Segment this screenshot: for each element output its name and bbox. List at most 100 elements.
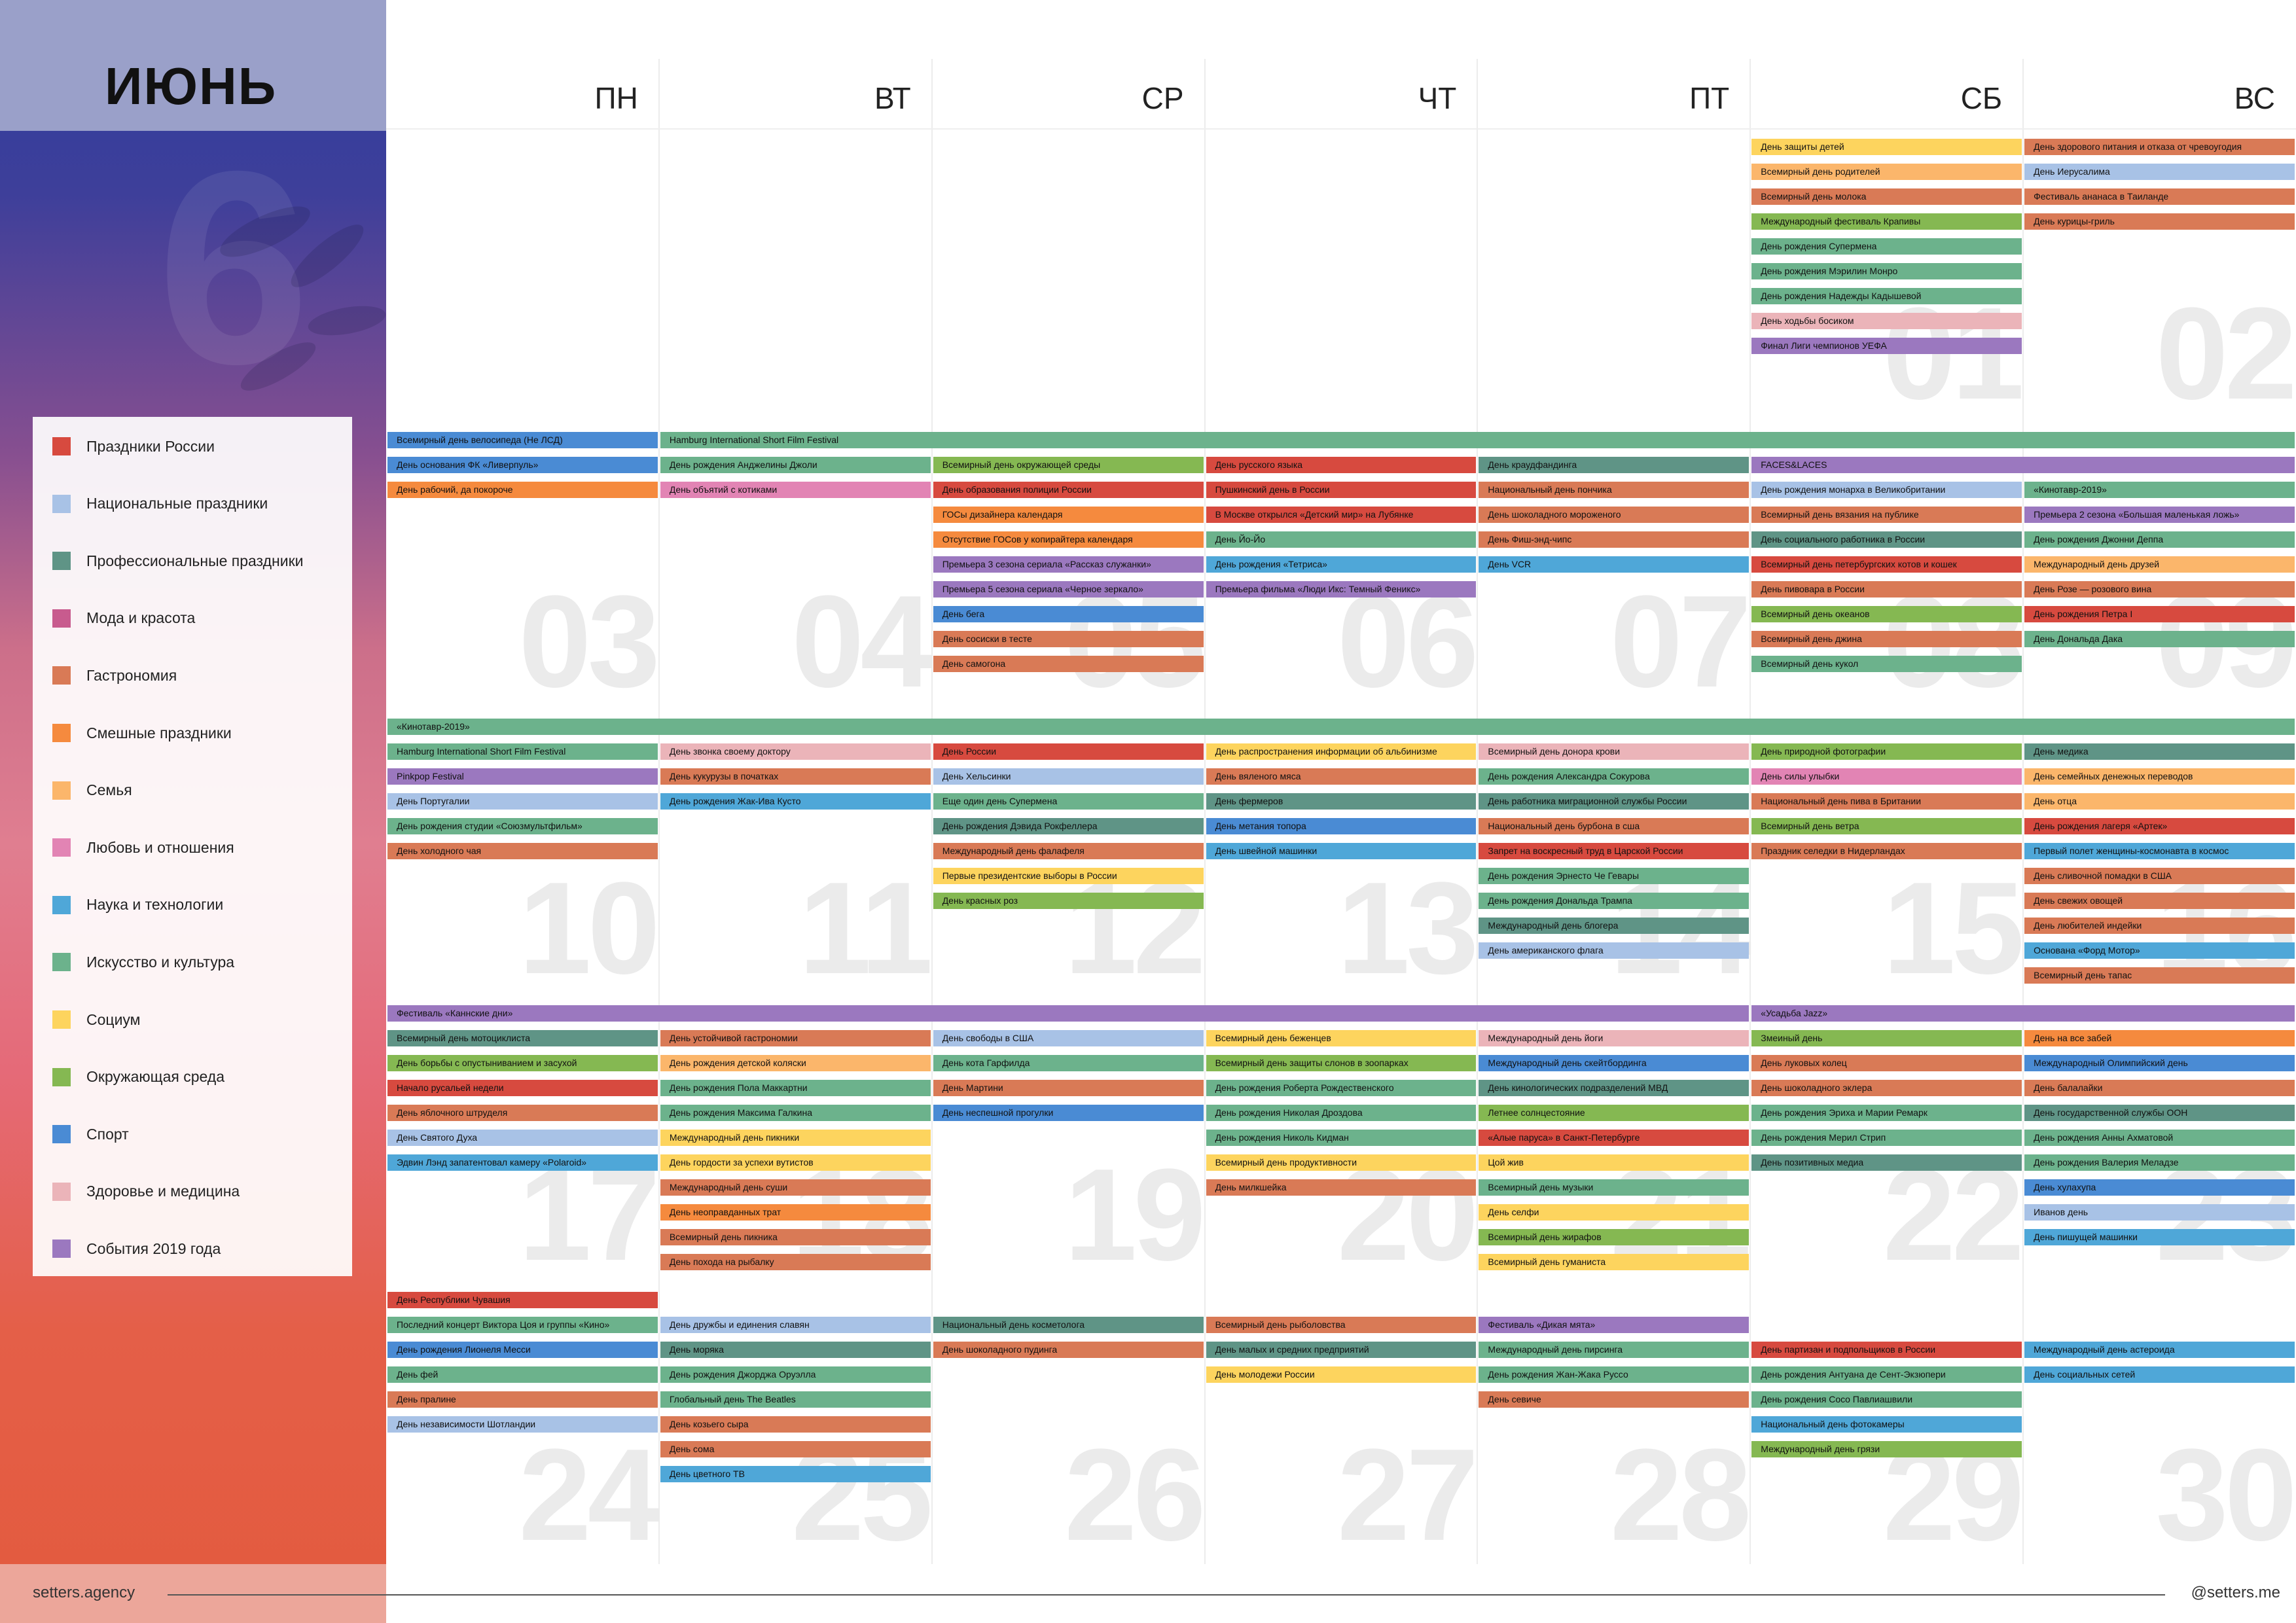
event-item[interactable]: Финал Лиги чемпионов УЕФА [1751, 338, 2022, 354]
span-event[interactable]: «Усадьба Jazz» [1751, 1005, 2295, 1022]
event-item[interactable]: День распространения информации об альби… [1206, 743, 1477, 760]
event-item[interactable]: День социального работника в России [1751, 531, 2022, 548]
event-item[interactable]: День государственной службы ООН [2024, 1105, 2295, 1121]
event-item[interactable]: День VCR [1479, 556, 1749, 573]
event-item[interactable]: Всемирный день защиты слонов в зоопарках [1206, 1055, 1477, 1071]
event-item[interactable]: День рождения Дэвида Рокфеллера [933, 818, 1204, 834]
event-item[interactable]: FACES&LACES [1751, 457, 2022, 473]
event-item[interactable]: День Фиш-энд-чипс [1479, 531, 1749, 548]
event-item[interactable]: День позитивных медиа [1751, 1154, 2022, 1171]
event-item[interactable]: День рождения Надежды Кадышевой [1751, 288, 2022, 304]
event-item[interactable]: День красных роз [933, 893, 1204, 909]
event-item[interactable]: День американского флага [1479, 942, 1749, 959]
event-item[interactable]: День гордости за успехи вутистов [660, 1154, 931, 1171]
event-item[interactable]: День любителей индейки [2024, 918, 2295, 934]
event-item[interactable]: День рабочий, да покороче [387, 482, 658, 498]
event-item[interactable]: День основания ФК «Ливерпуль» [387, 457, 658, 473]
event-item[interactable]: День дружбы и единения славян [660, 1317, 931, 1333]
event-item[interactable]: Всемирный день джина [1751, 631, 2022, 647]
event-item[interactable]: День свободы в США [933, 1030, 1204, 1046]
event-item[interactable]: День моряка [660, 1342, 931, 1358]
event-item[interactable]: Международный день суши [660, 1179, 931, 1196]
event-item[interactable]: Международный день пикники [660, 1130, 931, 1146]
event-item[interactable]: День кукурузы в початках [660, 768, 931, 785]
event-item[interactable]: Пушкинский день в России [1206, 482, 1477, 498]
span-event[interactable]: Всемирный день велосипеда (Не ЛСД) [387, 432, 658, 448]
event-item[interactable]: День медика [2024, 743, 2295, 760]
event-item[interactable]: День рождения Максима Галкина [660, 1105, 931, 1121]
event-item[interactable]: День рождения Петра I [2024, 606, 2295, 622]
footer-site-link[interactable]: setters.agency [33, 1584, 135, 1601]
event-item[interactable]: Международный день йоги [1479, 1030, 1749, 1046]
event-item[interactable]: День рождения Мерил Стрип [1751, 1130, 2022, 1146]
event-item[interactable]: День звонка своему доктору [660, 743, 931, 760]
event-item[interactable]: День малых и средних предприятий [1206, 1342, 1477, 1358]
event-item[interactable]: День рождения Жан-Жака Руссо [1479, 1366, 1749, 1383]
event-item[interactable]: День рождения Валерия Меладзе [2024, 1154, 2295, 1171]
event-item[interactable]: Всемирный день молока [1751, 188, 2022, 205]
event-item[interactable]: День неоправданных трат [660, 1204, 931, 1221]
event-item[interactable]: Всемирный день музыки [1479, 1179, 1749, 1196]
event-item[interactable]: Всемирный день океанов [1751, 606, 2022, 622]
event-item[interactable]: День рождения Эрнесто Че Гевары [1479, 868, 1749, 884]
event-item[interactable]: День рождения Мэрилин Монро [1751, 263, 2022, 279]
event-item[interactable]: День природной фотографии [1751, 743, 2022, 760]
event-item[interactable]: День козьего сыра [660, 1416, 931, 1433]
event-item[interactable]: День рождения Анджелины Джоли [660, 457, 931, 473]
event-item[interactable]: Национальный день пива в Британии [1751, 793, 2022, 810]
event-item[interactable]: Всемирный день беженцев [1206, 1030, 1477, 1046]
event-item[interactable]: День балалайки [2024, 1080, 2295, 1096]
event-item[interactable]: «Алые паруса» в Санкт-Петербурге [1479, 1130, 1749, 1146]
event-item[interactable]: День рождения Эриха и Марии Ремарк [1751, 1105, 2022, 1121]
event-item[interactable]: День рождения Анны Ахматовой [2024, 1130, 2295, 1146]
event-item[interactable]: День севиче [1479, 1391, 1749, 1408]
event-item[interactable]: День борьбы с опустыниванием и засухой [387, 1055, 658, 1071]
event-item[interactable]: Всемирный день пикника [660, 1229, 931, 1245]
event-item[interactable]: День семейных денежных переводов [2024, 768, 2295, 785]
event-item[interactable]: День сосиски в тесте [933, 631, 1204, 647]
event-item[interactable]: День рождения «Тетриса» [1206, 556, 1477, 573]
event-item[interactable]: День Мартини [933, 1080, 1204, 1096]
event-item[interactable]: День русского языка [1206, 457, 1477, 473]
event-item[interactable]: Фестиваль ананаса в Таиланде [2024, 188, 2295, 205]
event-item[interactable]: День луковых колец [1751, 1055, 2022, 1071]
event-item[interactable]: День образования полиции России [933, 482, 1204, 498]
event-item[interactable]: День на все забей [2024, 1030, 2295, 1046]
event-item[interactable]: День неспешной прогулки [933, 1105, 1204, 1121]
event-item[interactable]: День фермеров [1206, 793, 1477, 810]
event-item[interactable]: День пралине [387, 1391, 658, 1408]
event-item[interactable]: День Йо-Йо [1206, 531, 1477, 548]
event-item[interactable]: День защиты детей [1751, 139, 2022, 155]
event-item[interactable]: Международный день фалафеля [933, 843, 1204, 859]
event-item[interactable]: День рождения монарха в Великобритании [1751, 482, 2022, 498]
event-item[interactable]: Международный день пирсинга [1479, 1342, 1749, 1358]
event-item[interactable]: Начало русальей недели [387, 1080, 658, 1096]
event-item[interactable]: Первые президентские выборы в России [933, 868, 1204, 884]
event-item[interactable]: Еще один день Супермена [933, 793, 1204, 810]
event-item[interactable]: День цветного ТВ [660, 1466, 931, 1482]
event-item[interactable]: День рождения Николая Дроздова [1206, 1105, 1477, 1121]
event-item[interactable]: Всемирный день донора крови [1479, 743, 1749, 760]
event-item[interactable]: День партизан и подпольщиков в России [1751, 1342, 2022, 1358]
event-item[interactable]: День Святого Духа [387, 1130, 658, 1146]
event-item[interactable]: День шоколадного мороженого [1479, 507, 1749, 523]
event-item[interactable]: День холодного чая [387, 843, 658, 859]
event-item[interactable]: День рождения Дональда Трампа [1479, 893, 1749, 909]
event-item[interactable]: День бега [933, 606, 1204, 622]
span-event[interactable]: День Республики Чувашия [387, 1292, 658, 1308]
event-item[interactable]: Премьера 3 сезона сериала «Рассказ служа… [933, 556, 1204, 573]
event-item[interactable]: День рождения Супермена [1751, 238, 2022, 255]
event-item[interactable]: В Москве открылся «Детский мир» на Лубян… [1206, 507, 1477, 523]
event-item[interactable]: Фестиваль «Дикая мята» [1479, 1317, 1749, 1333]
event-item[interactable]: Pinkpop Festival [387, 768, 658, 785]
event-item[interactable]: День рождения детской коляски [660, 1055, 931, 1071]
event-item[interactable]: Национальный день пончика [1479, 482, 1749, 498]
event-item[interactable]: День рождения Жак-Ива Кусто [660, 793, 931, 810]
event-item[interactable]: День рождения лагеря «Артек» [2024, 818, 2295, 834]
span-event[interactable]: «Кинотавр-2019» [387, 719, 2295, 735]
event-item[interactable]: День пивовара в России [1751, 581, 2022, 597]
event-item[interactable]: День отца [2024, 793, 2295, 810]
event-item[interactable]: Иванов день [2024, 1204, 2295, 1221]
event-item[interactable]: День молодежи России [1206, 1366, 1477, 1383]
event-item[interactable]: День кинологических подразделений МВД [1479, 1080, 1749, 1096]
